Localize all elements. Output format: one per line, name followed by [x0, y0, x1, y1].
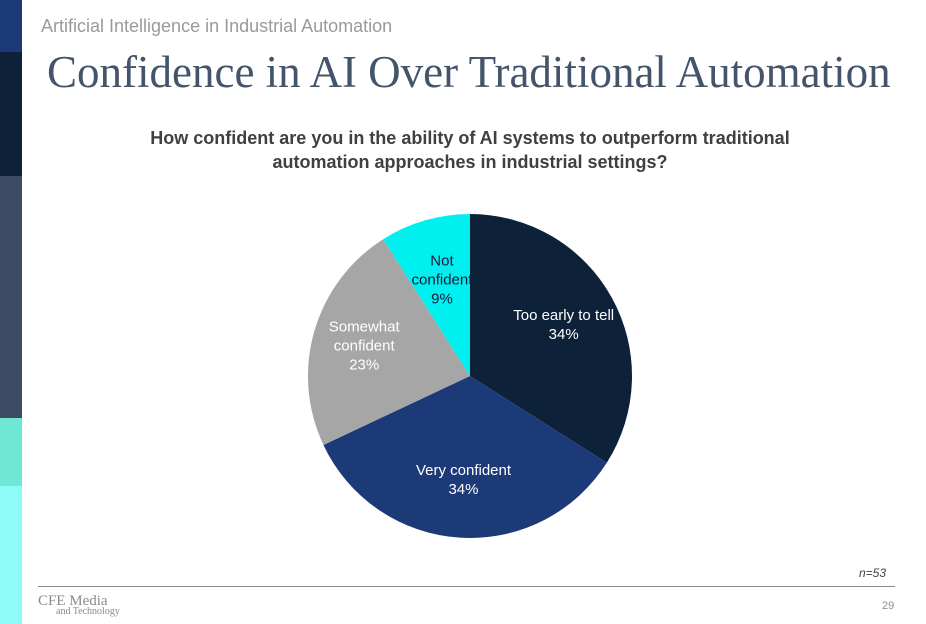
page-title: Confidence in AI Over Traditional Automa…: [47, 47, 891, 97]
side-accent-block: [0, 418, 22, 486]
pie-slice: [308, 239, 470, 445]
logo-main-text: CFE Media: [38, 593, 108, 609]
side-accent-block: [0, 176, 22, 418]
slide-supertitle: Artificial Intelligence in Industrial Au…: [41, 16, 393, 36]
pie-slice: [323, 376, 607, 539]
side-accent-block: [0, 486, 22, 624]
logo-sub-text: and Technology: [56, 606, 120, 617]
side-accent-block: [0, 52, 22, 176]
slice-label: Very confident 34%: [416, 462, 512, 498]
pie-slice: [383, 214, 470, 376]
pie-slice: [470, 214, 632, 463]
slice-label: Too early to tell 34%: [513, 307, 614, 343]
slice-label: Somewhat confident 23%: [329, 318, 401, 373]
slice-label: Not confident 9%: [412, 253, 474, 308]
company-logo: CFE Media and Technology: [38, 594, 120, 617]
page-number: 29: [882, 600, 895, 612]
footer-divider: [38, 586, 895, 587]
side-accent-block: [0, 0, 22, 52]
chart-title: How confident are you in the ability of …: [150, 128, 790, 172]
sample-size-note: n=53: [859, 566, 887, 580]
